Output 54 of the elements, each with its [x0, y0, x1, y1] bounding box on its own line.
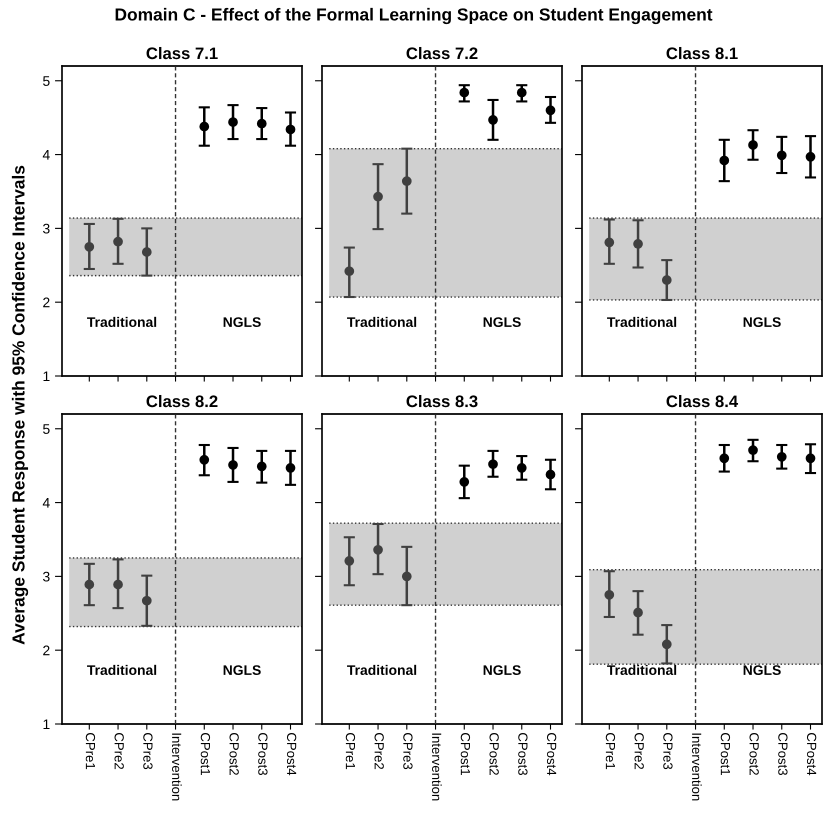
annotation: Traditional [607, 664, 676, 676]
annotation: NGLS [744, 317, 781, 328]
y-tick-label: 5 [43, 424, 50, 434]
x-tick-label: CPre3 [143, 733, 153, 770]
chart-title: Class 8.1 [666, 46, 738, 60]
annotation: Traditional [87, 316, 156, 328]
x-tick-label: CPost2 [749, 733, 759, 775]
y-tick-label: 5 [43, 76, 50, 86]
annotation: Traditional [347, 664, 416, 676]
x-tick-label: CPost1 [460, 733, 470, 775]
x-tick-label: CPost1 [720, 733, 730, 775]
x-tick-label: CPre2 [634, 733, 644, 770]
x-tick-label: Intervention [432, 734, 442, 800]
x-tick-label: Intervention [172, 734, 182, 800]
x-tick-label: CPre3 [403, 733, 413, 770]
x-tick-label: CPre1 [606, 733, 616, 770]
y-tick-label: 3 [43, 224, 50, 234]
x-tick-label: CPre1 [86, 733, 96, 770]
x-tick-label: CPost3 [518, 733, 528, 776]
chart-title: Class 8.3 [406, 394, 478, 408]
x-tick-label: CPre2 [114, 733, 124, 770]
x-tick-label: CPre1 [346, 733, 356, 770]
text: Domain C - Effect of the Formal Learning Space on Student Engagement [116, 8, 712, 24]
y-tick-label: 4 [42, 150, 50, 160]
annotation: NGLS [224, 317, 261, 328]
y-tick-label: 2 [43, 646, 50, 656]
chart-title: Class 7.1 [146, 46, 218, 60]
chart-title: Class 8.2 [146, 394, 218, 408]
y-tick-label: 2 [43, 298, 50, 308]
chart-title: Class 7.2 [406, 46, 478, 60]
x-tick-label: CPost3 [778, 733, 788, 776]
y-tick-label: 4 [42, 498, 50, 508]
x-tick-label: CPre2 [374, 733, 384, 770]
x-tick-label: CPost2 [229, 733, 239, 775]
annotation: NGLS [744, 665, 781, 676]
x-tick-label: CPost4 [286, 733, 296, 776]
x-tick-label: CPost4 [546, 733, 556, 776]
annotation: Traditional [607, 316, 676, 328]
annotation: Traditional [347, 316, 416, 328]
annotation: NGLS [484, 665, 521, 676]
x-tick-label: CPre3 [663, 733, 673, 770]
y-tick-label: 1 [44, 371, 50, 382]
x-tick-label: Intervention [692, 734, 702, 800]
x-tick-label: CPost2 [489, 733, 499, 775]
y-axis-title: Average Student Response with 95% Confidence Intervals [12, 166, 28, 644]
annotation: NGLS [224, 665, 261, 676]
y-tick-label: 3 [43, 572, 50, 582]
chart-title: Class 8.4 [666, 394, 738, 408]
x-tick-label: CPost4 [806, 733, 816, 776]
annotation: Traditional [87, 664, 156, 676]
x-tick-label: CPost1 [200, 733, 210, 775]
x-tick-label: CPost3 [258, 733, 268, 776]
y-tick-label: 1 [44, 719, 50, 730]
annotation: NGLS [484, 317, 521, 328]
